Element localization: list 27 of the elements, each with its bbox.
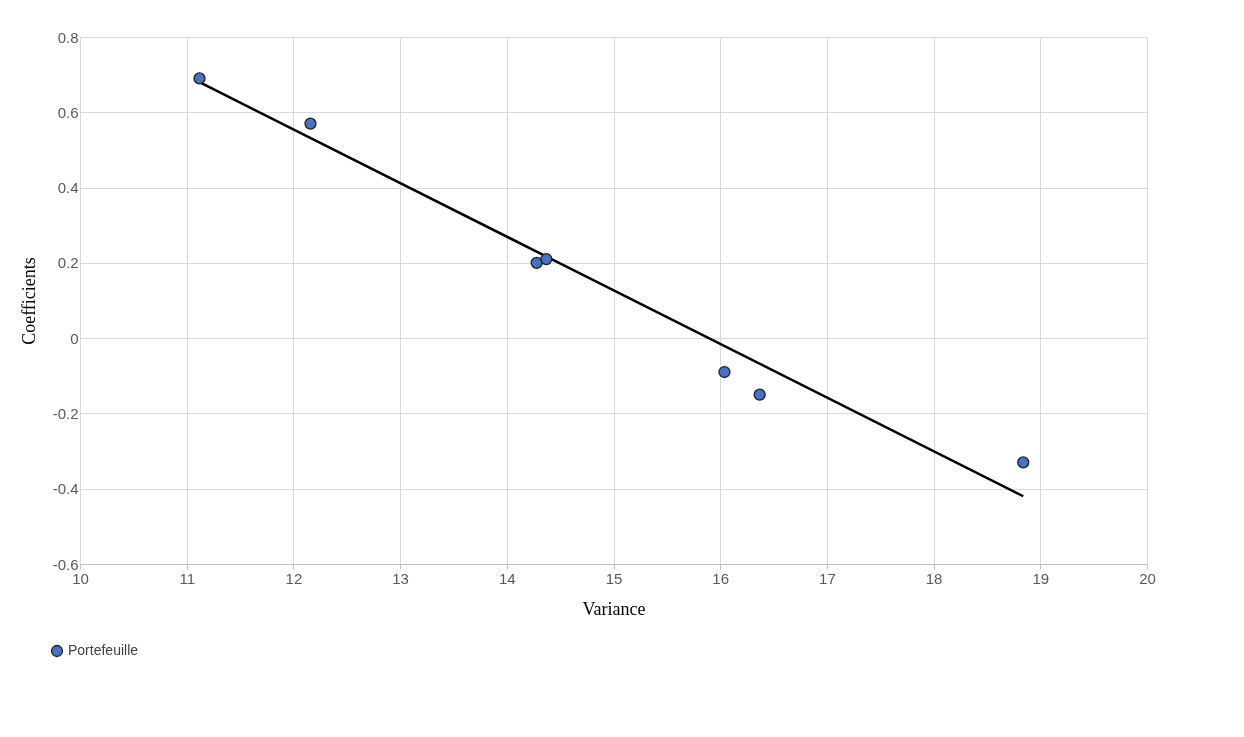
point (304, 117, 317, 130)
y-tick-label: 0.6 (57, 103, 79, 121)
point (1017, 456, 1030, 469)
x-tick-label: 18 (925, 569, 943, 587)
point (193, 72, 206, 85)
x-tick-label: 12 (285, 569, 303, 587)
x-tick-label: 15 (605, 569, 623, 587)
y-tick-label: 0 (70, 329, 79, 347)
x-tick-label: 19 (1032, 569, 1050, 587)
point (540, 252, 553, 266)
x-tick-label: 20 (1139, 569, 1156, 587)
y-axis-title: Coefficients (18, 257, 39, 345)
point (718, 365, 731, 379)
x-tick-label: 16 (712, 569, 730, 587)
x-tick-label: 17 (819, 569, 836, 587)
x-tick-label: 14 (498, 569, 516, 587)
x-tick-label: 13 (392, 569, 409, 587)
point (753, 388, 766, 401)
y-tick-label: -0.4 (52, 480, 79, 498)
x-tick-label: 11 (179, 569, 195, 587)
y-tick-label: -0.2 (52, 404, 79, 422)
x-axis-title: Variance (582, 598, 646, 619)
y-tick-label: 0.2 (57, 254, 79, 272)
y-tick-label: 0.4 (57, 179, 79, 197)
y-tick-label: 0.8 (57, 28, 79, 46)
point (530, 256, 543, 269)
legend-label: Portefeuille (68, 642, 139, 658)
